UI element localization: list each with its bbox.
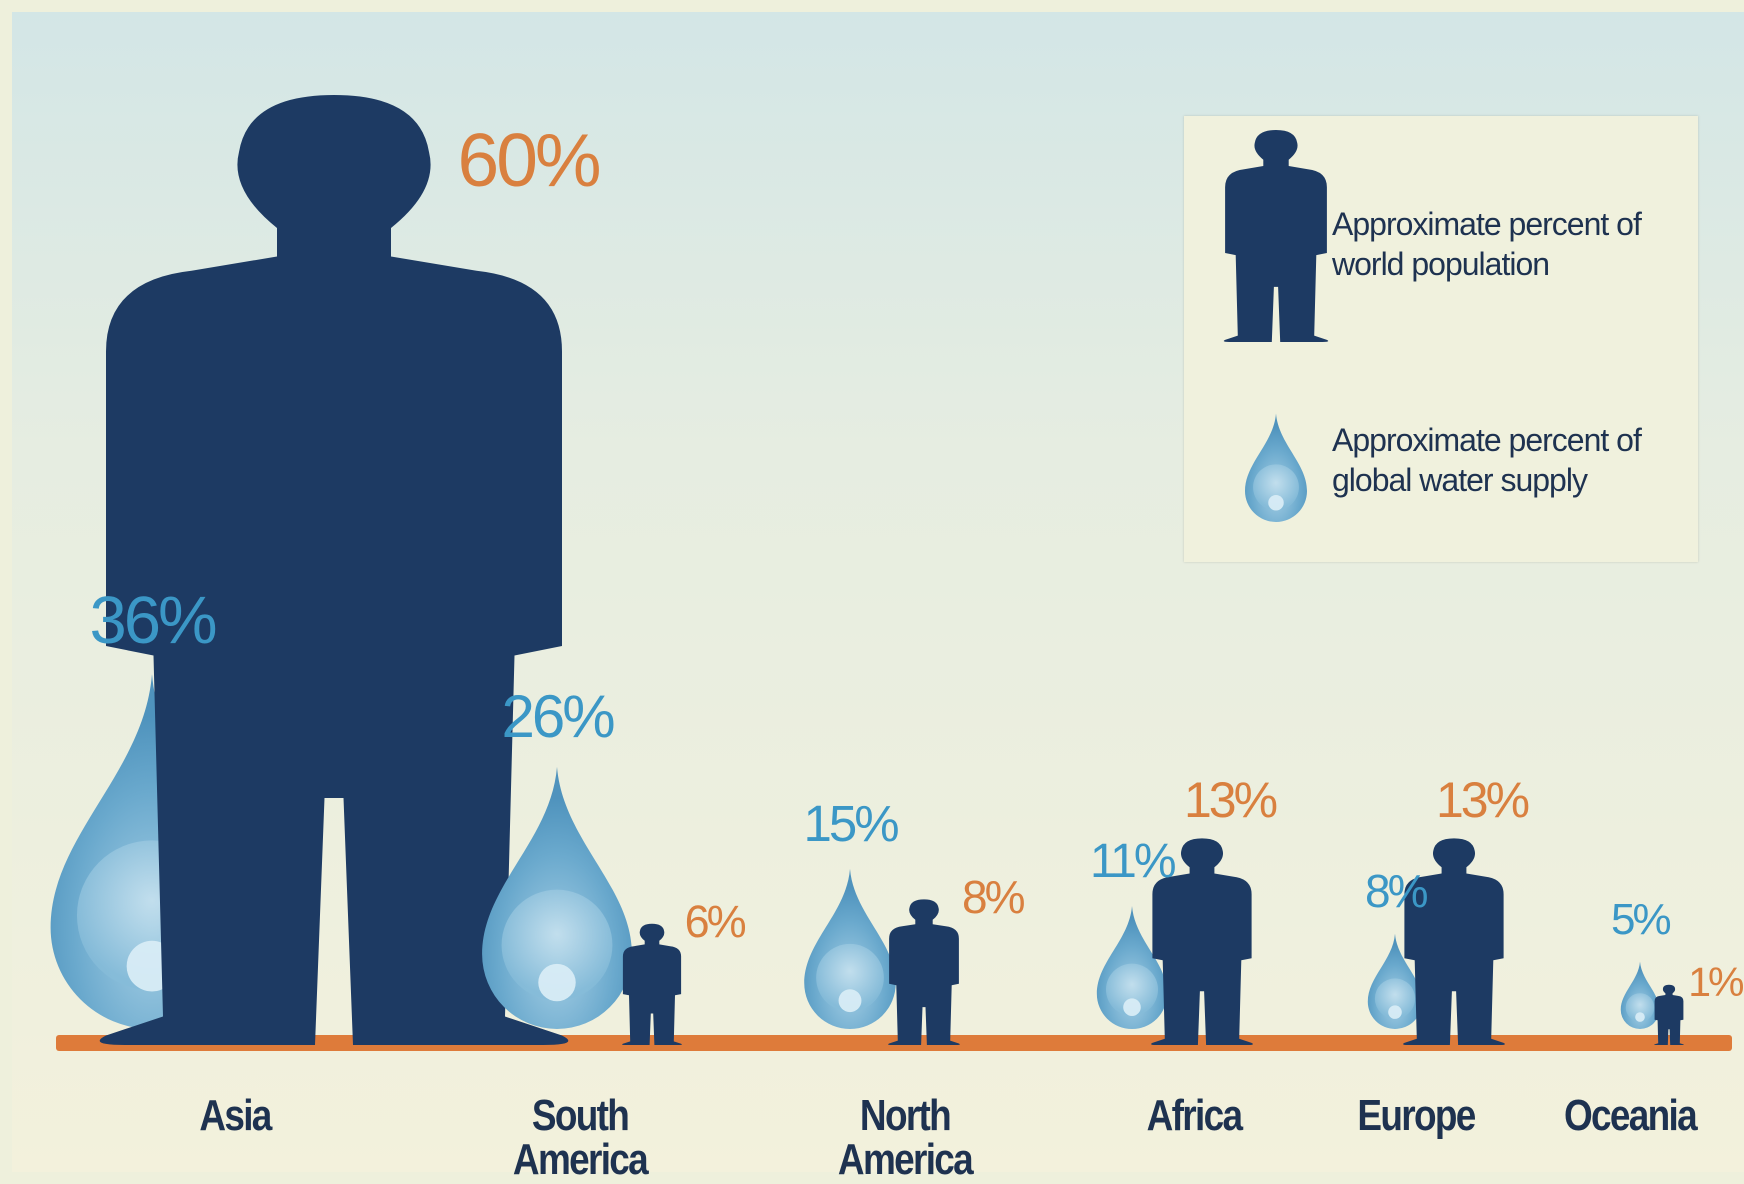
region-label-europe: Europe xyxy=(1357,1091,1476,1140)
region-label-north-america: North America xyxy=(837,1091,974,1184)
region-label-africa: Africa xyxy=(1146,1091,1243,1140)
population-label-asia: 60% xyxy=(457,118,602,202)
legend-water-label: Approximate percent of global water supp… xyxy=(1332,422,1642,498)
legend-population-label: Approximate percent of world population xyxy=(1332,206,1642,282)
water-label-oceania: 5% xyxy=(1611,894,1672,944)
water-drop-africa xyxy=(1096,905,1168,1029)
water-drop-south-america xyxy=(482,766,632,1029)
chart-panel: 36% 60% Asia 26% 6% South America 15% 8% North A… xyxy=(12,12,1744,1182)
water-label-north-america: 15% xyxy=(803,794,900,852)
legend-person-icon xyxy=(1223,130,1329,342)
region-label-asia: Asia xyxy=(199,1091,272,1140)
legend: Approximate percent of world population … xyxy=(1184,116,1698,562)
person-south-america xyxy=(622,923,682,1045)
person-africa xyxy=(1151,838,1253,1045)
legend-water-drop-icon xyxy=(1245,413,1307,522)
population-label-africa: 13% xyxy=(1184,771,1278,828)
water-drop-europe xyxy=(1367,933,1423,1029)
population-label-oceania: 1% xyxy=(1688,959,1744,1006)
water-drop-oceania xyxy=(1620,961,1660,1029)
person-north-america xyxy=(888,899,960,1045)
person-oceania xyxy=(1654,984,1684,1045)
water-label-africa: 11% xyxy=(1090,834,1176,888)
water-drop-north-america xyxy=(804,868,896,1029)
person-asia xyxy=(99,95,569,1045)
person-europe xyxy=(1403,838,1505,1045)
water-label-asia: 36% xyxy=(89,583,218,659)
region-label-oceania: Oceania xyxy=(1563,1091,1698,1140)
water-label-europe: 8% xyxy=(1365,864,1429,917)
population-label-north-america: 8% xyxy=(962,871,1026,924)
legend-drop-shape xyxy=(1245,413,1307,522)
legend-icons xyxy=(1223,130,1329,522)
water-label-south-america: 26% xyxy=(501,683,616,751)
population-label-south-america: 6% xyxy=(684,896,747,948)
population-label-europe: 13% xyxy=(1436,771,1530,828)
chart-plot xyxy=(50,95,1732,1051)
region-label-south-america: South America xyxy=(512,1091,649,1184)
